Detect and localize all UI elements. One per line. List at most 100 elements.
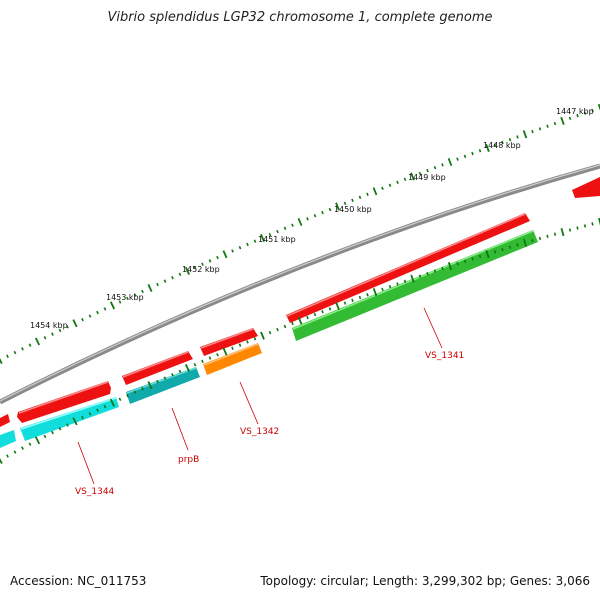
inner-tick-69 (516, 243, 519, 247)
gene-label-vs1341[interactable]: VS_1341 (425, 351, 464, 361)
gene-label-prpb[interactable]: prpB (178, 455, 199, 465)
gene-label-vs1342[interactable]: VS_1342 (240, 427, 279, 437)
inner-tick-40 (297, 316, 303, 325)
outer-tick-22 (163, 279, 167, 283)
outer-tick-6 (43, 336, 47, 340)
outer-tick-70 (522, 130, 528, 139)
outer-tick-67 (501, 140, 504, 145)
outer-tick-13 (96, 310, 99, 315)
inner-tick-50 (372, 287, 378, 297)
outer-tick-75 (560, 116, 565, 126)
outer-tick-25 (185, 266, 190, 275)
outer-tick-61 (456, 157, 459, 161)
outer-tick-42 (313, 214, 317, 218)
outer-tick-40 (297, 217, 303, 227)
outer-tick-30 (222, 250, 228, 259)
inner-tick-32 (238, 343, 242, 347)
inner-tick-43 (321, 310, 324, 314)
inner-tick-45 (335, 301, 340, 311)
outer-tick-21 (156, 282, 159, 287)
kbp-label-1447: 1447 kbp (556, 107, 594, 116)
outer-tick-38 (283, 226, 287, 231)
outer-tick-ring (0, 103, 600, 364)
outer-tick-45 (335, 202, 340, 211)
inner-tick-35 (260, 331, 265, 340)
outer-tick-17 (126, 296, 129, 301)
cds-teal-3[interactable] (126, 367, 200, 404)
outer-tick-62 (463, 154, 467, 159)
inner-tick-9 (66, 423, 69, 427)
inner-tick-77 (576, 226, 579, 230)
inner-tick-53 (396, 282, 399, 286)
outer-tick-34 (253, 239, 257, 243)
inner-tick-34 (253, 337, 257, 341)
inner-tick-70 (523, 238, 527, 247)
inner-tick-59 (441, 266, 444, 271)
cds-red-3[interactable] (122, 351, 193, 385)
cds-cyan-1[interactable] (0, 430, 16, 448)
inner-tick-25 (185, 363, 190, 373)
cds-red-6[interactable] (572, 177, 600, 198)
inner-tick-56 (418, 274, 422, 278)
outer-tick-20 (147, 283, 153, 293)
outer-tick-47 (351, 198, 354, 203)
inner-tick-55 (410, 274, 415, 283)
cds-red-2[interactable] (17, 381, 111, 423)
outer-tick-53 (396, 180, 399, 185)
inner-tick-23 (171, 373, 174, 377)
inner-tick-58 (433, 269, 437, 273)
cds-red-5[interactable] (286, 213, 530, 323)
cds-orange-4[interactable] (203, 343, 262, 375)
outer-tick-29 (216, 255, 219, 260)
outer-tick-69 (516, 135, 519, 139)
inner-tick-13 (96, 408, 99, 412)
inner-tick-39 (291, 321, 294, 326)
cds-green-5[interactable] (292, 230, 538, 341)
leader-vs1342 (239, 381, 259, 425)
outer-tick-12 (88, 314, 92, 318)
inner-tick-54 (403, 279, 407, 284)
outer-tick-33 (246, 242, 249, 247)
outer-tick-73 (546, 124, 549, 128)
outer-tick-72 (538, 127, 542, 131)
inner-tick-47 (351, 298, 354, 302)
outer-tick-79 (591, 108, 594, 113)
inner-tick-33 (246, 340, 249, 344)
outer-tick-56 (418, 171, 422, 176)
inner-tick-64 (478, 254, 482, 259)
genome-backbone-highlight (0, 164, 600, 402)
outer-tick-4 (28, 343, 32, 347)
genome-backbone (0, 163, 600, 405)
cds-cyan-2[interactable] (20, 397, 119, 441)
cds-red-1[interactable] (0, 414, 10, 427)
cds-red-2-highlight (18, 381, 109, 414)
gene-label-vs1344[interactable]: VS_1344 (75, 487, 115, 497)
outer-tick-10 (72, 319, 78, 328)
inner-tick-20 (147, 381, 153, 390)
outer-tick-27 (201, 262, 204, 266)
inner-tick-10 (72, 417, 78, 426)
inner-tick-79 (591, 222, 594, 226)
inner-tick-60 (447, 262, 453, 271)
inner-tick-28 (208, 356, 212, 360)
inner-tick-8 (58, 427, 62, 431)
cds-cyan-2-highlight (20, 397, 117, 430)
kbp-label-1449: 1449 kbp (408, 173, 446, 182)
outer-tick-54 (403, 177, 407, 182)
inner-tick-29 (216, 353, 219, 357)
outer-tick-80 (597, 103, 600, 111)
accession-text: Accession: NC_011753 (10, 574, 147, 588)
inner-tick-7 (51, 430, 54, 435)
cds-orange-4-highlight (203, 343, 259, 366)
inner-tick-4 (28, 442, 32, 446)
outer-tick-36 (268, 233, 272, 237)
outer-tick-68 (508, 137, 512, 142)
outer-tick-41 (306, 217, 309, 221)
cds-red-4[interactable] (200, 328, 258, 356)
inner-tick-52 (388, 284, 392, 289)
outer-tick-7 (51, 332, 54, 336)
outer-tick-57 (426, 168, 429, 173)
inner-tick-2 (13, 450, 17, 454)
outer-tick-48 (358, 195, 362, 199)
inner-tick-36 (268, 330, 272, 335)
